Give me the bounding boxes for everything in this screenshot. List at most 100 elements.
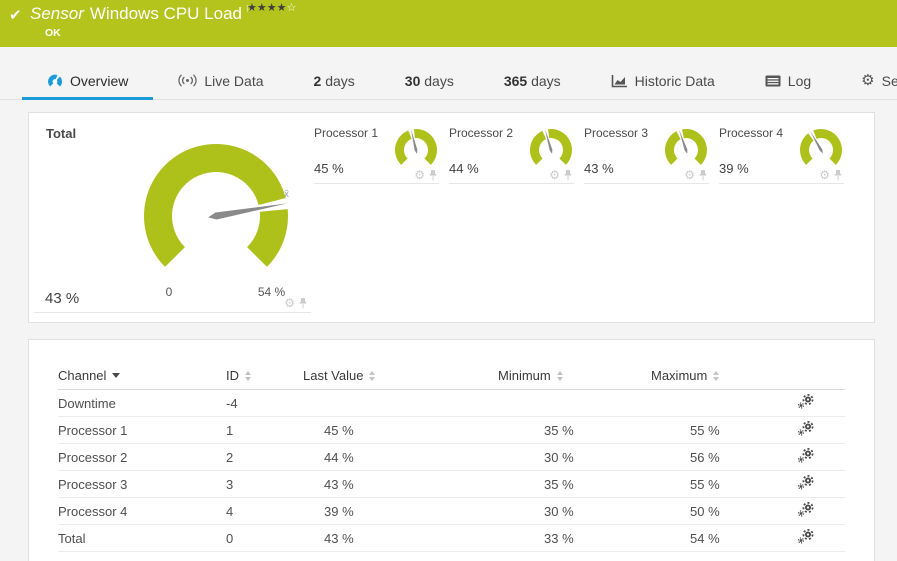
cell-channel: Total	[58, 530, 86, 546]
tab-2-days[interactable]: 2 days	[289, 62, 380, 99]
star-empty-icon: ☆	[286, 2, 297, 14]
sort-icon	[245, 370, 251, 381]
sort-icon	[369, 370, 376, 381]
cell-minimum: 30 %	[544, 503, 574, 519]
channel-settings-gears-icon[interactable]	[797, 448, 814, 466]
area-chart-icon	[611, 74, 627, 87]
tab-label: Overview	[70, 72, 129, 89]
gauge-tile-total: Total x̄ 0 54 % 43 % ⚙	[34, 113, 311, 313]
cell-maximum: 50 %	[690, 503, 720, 519]
cell-last-value: 43 %	[324, 530, 354, 546]
cell-channel: Processor 4	[58, 503, 128, 519]
tab-365-days[interactable]: 365 days	[479, 62, 586, 99]
tab-settings[interactable]: ⚙ Settings	[836, 62, 897, 99]
channel-settings-icon[interactable]: ⚙	[549, 168, 560, 182]
channel-settings-icon[interactable]: ⚙	[284, 296, 295, 310]
gear-icon: ⚙	[861, 72, 875, 89]
channel-label: Processor 4	[719, 126, 784, 140]
cell-id: 4	[226, 503, 234, 519]
cell-channel: Processor 1	[58, 422, 128, 438]
tab-label: 2	[313, 72, 322, 89]
processor-gauge	[395, 129, 437, 165]
gauge-value: 39 %	[719, 161, 749, 176]
column-label: Channel	[58, 368, 107, 383]
column-label: Maximum	[651, 368, 708, 383]
gauge-value: 43 %	[584, 161, 614, 176]
average-marker: x̄	[284, 189, 289, 200]
cell-id: -4	[226, 395, 238, 411]
tab-label: 365	[503, 72, 528, 89]
channel-label: Processor 1	[314, 126, 379, 140]
gauge-icon	[48, 74, 62, 87]
cell-id: 3	[226, 476, 234, 492]
sort-icon	[713, 370, 720, 381]
gauge-tile-processor-4: Processor 4 39 % ⚙	[719, 113, 844, 184]
cell-last-value: 45 %	[324, 422, 354, 438]
cell-channel: Processor 2	[58, 449, 128, 465]
cell-maximum: 54 %	[690, 530, 720, 546]
cell-id: 1	[226, 422, 234, 438]
gauge-value: 43 %	[45, 290, 80, 307]
title-prefix: Sensor	[30, 4, 84, 23]
tab-label: Settings	[881, 72, 897, 89]
gauge-value: 45 %	[314, 161, 344, 176]
column-header-maximum[interactable]: Maximum	[629, 368, 782, 383]
tab-label: Historic Data	[634, 72, 715, 89]
table-row: Total 0 43 % 33 % 54 %	[58, 525, 845, 552]
cell-minimum: 35 %	[544, 476, 574, 492]
tab-label: days	[424, 72, 454, 89]
tab-overview[interactable]: Overview	[22, 62, 154, 100]
column-header-last-value[interactable]: Last Value	[303, 368, 449, 383]
gauge-value: 44 %	[449, 161, 479, 176]
column-label: Last Value	[303, 368, 364, 383]
sensor-header: ✔ Sensor Windows CPU Load ⚐ ★★★★☆ OK	[0, 0, 897, 47]
processor-gauge	[530, 129, 572, 165]
log-list-icon	[765, 75, 781, 86]
channel-settings-gears-icon[interactable]	[797, 529, 814, 547]
star-filled-icon: ★★★★	[247, 2, 287, 14]
channel-settings-gears-icon[interactable]	[797, 421, 814, 439]
channel-settings-gears-icon[interactable]	[797, 502, 814, 520]
gauge-tile-processor-1: Processor 1 45 % ⚙	[314, 113, 439, 184]
priority-stars[interactable]: ★★★★☆	[247, 1, 296, 14]
tab-live-data[interactable]: Live Data	[153, 62, 288, 99]
sensor-name: Windows CPU Load	[89, 4, 242, 23]
channel-label: Processor 2	[449, 126, 514, 140]
channel-settings-icon[interactable]: ⚙	[684, 168, 695, 182]
column-header-minimum[interactable]: Minimum	[449, 368, 629, 383]
priority-flag-icon[interactable]: ⚐	[245, 4, 254, 15]
pin-icon[interactable]	[429, 169, 437, 181]
page-title: Sensor Windows CPU Load ⚐	[30, 4, 253, 24]
live-data-icon	[178, 74, 198, 87]
column-label: Minimum	[498, 368, 551, 383]
tab-log[interactable]: Log	[740, 62, 836, 99]
channel-settings-icon[interactable]: ⚙	[414, 168, 425, 182]
pin-icon[interactable]	[299, 297, 307, 309]
gauge-tile-processor-2: Processor 2 44 % ⚙	[449, 113, 574, 184]
pin-icon[interactable]	[699, 169, 707, 181]
tab-historic-data[interactable]: Historic Data	[586, 62, 740, 99]
cell-minimum: 35 %	[544, 422, 574, 438]
tab-bar: Overview Live Data 2 days 30 days 365 da…	[0, 47, 897, 100]
pin-icon[interactable]	[834, 169, 842, 181]
channel-settings-icon[interactable]: ⚙	[819, 168, 830, 182]
total-gauge	[144, 144, 288, 267]
processor-gauge	[800, 129, 842, 165]
pin-icon[interactable]	[564, 169, 572, 181]
gauge-scale-min: 0	[165, 285, 173, 299]
cell-maximum: 55 %	[690, 422, 720, 438]
cell-maximum: 55 %	[690, 476, 720, 492]
tab-label: days	[531, 72, 561, 89]
column-header-id[interactable]: ID	[226, 368, 303, 383]
column-label: ID	[226, 368, 239, 383]
cell-minimum: 30 %	[544, 449, 574, 465]
channel-settings-gears-icon[interactable]	[797, 475, 814, 493]
cell-last-value: 44 %	[324, 449, 354, 465]
column-header-channel[interactable]: Channel	[58, 368, 226, 383]
channel-settings-gears-icon[interactable]	[797, 394, 814, 412]
tab-label: 30	[404, 72, 421, 89]
tab-30-days[interactable]: 30 days	[380, 62, 479, 99]
status-badge: OK	[45, 27, 61, 39]
cell-id: 0	[226, 530, 234, 546]
